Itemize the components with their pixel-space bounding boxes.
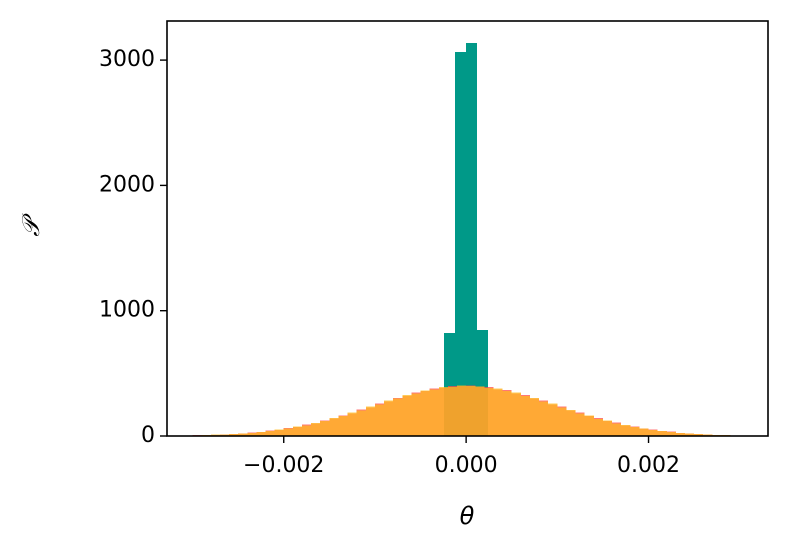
histogram-bar	[457, 385, 467, 436]
histogram-bar	[575, 413, 585, 436]
histogram-bar	[502, 390, 512, 436]
histogram-bar	[384, 400, 394, 436]
histogram-bar	[265, 431, 275, 436]
histogram-bar	[283, 428, 293, 436]
y-tick-label: 3000	[99, 47, 155, 72]
histogram-bar	[466, 386, 476, 436]
y-axis-label: 𝒫	[17, 213, 45, 237]
histogram-bar	[493, 388, 503, 436]
histogram-bar	[329, 418, 339, 436]
histogram-bar	[444, 333, 456, 436]
plot-area	[192, 43, 740, 437]
histogram-bar	[666, 432, 676, 436]
histogram-bar	[557, 407, 567, 436]
histogram-bar	[393, 398, 403, 436]
histogram-bar	[694, 434, 704, 436]
histogram-bar	[365, 406, 375, 436]
x-tick-label: −0.002	[243, 453, 324, 478]
y-tick-label: 0	[141, 423, 155, 448]
histogram-bar	[612, 423, 622, 436]
histogram-bar	[238, 433, 248, 436]
histogram-bar	[420, 390, 430, 436]
histogram-bar	[301, 425, 312, 436]
histogram-bar	[511, 392, 521, 436]
histogram-bar	[247, 432, 257, 436]
histogram-bar	[455, 52, 467, 436]
histogram-bar	[374, 404, 385, 436]
histogram-bar	[566, 409, 576, 436]
histogram-bar	[675, 432, 686, 436]
histogram-bar	[529, 397, 540, 436]
x-axis-label: θ	[460, 502, 475, 530]
histogram-bar	[584, 415, 594, 436]
histogram-bar	[292, 426, 302, 436]
histogram-bar	[466, 43, 478, 437]
x-tick-label: 0.000	[435, 453, 498, 478]
histogram-bar	[602, 420, 613, 436]
histogram-bar	[520, 395, 530, 436]
histogram-bar	[648, 429, 658, 436]
histogram-bar	[630, 427, 640, 436]
histogram-bar	[539, 401, 549, 436]
x-tick-label: 0.002	[617, 453, 680, 478]
histogram-bar	[657, 430, 667, 436]
histogram-bar	[621, 424, 631, 436]
histogram-bar	[347, 412, 357, 436]
y-tick-label: 1000	[99, 298, 155, 323]
histogram-bar	[411, 393, 421, 436]
histogram-bar	[438, 387, 448, 436]
histogram-bar	[338, 416, 348, 436]
histogram-bar	[593, 418, 603, 436]
axes-frame	[166, 20, 769, 437]
histogram-bar	[256, 431, 266, 436]
histogram-bar	[548, 403, 558, 436]
histogram-bar	[484, 387, 494, 436]
histogram-bar	[429, 389, 439, 436]
histogram-bar	[311, 422, 321, 436]
histogram-bar	[475, 386, 485, 436]
histogram-bar	[320, 421, 330, 436]
histogram-bar	[229, 434, 239, 436]
histogram-bar	[402, 395, 412, 436]
histogram-bar	[274, 429, 284, 436]
histogram-bar	[477, 329, 489, 436]
histogram-bar	[685, 433, 695, 436]
histogram-bar	[639, 428, 649, 436]
histogram-bar	[447, 386, 458, 436]
y-tick-label: 2000	[99, 172, 155, 197]
histogram-bar	[356, 410, 366, 436]
